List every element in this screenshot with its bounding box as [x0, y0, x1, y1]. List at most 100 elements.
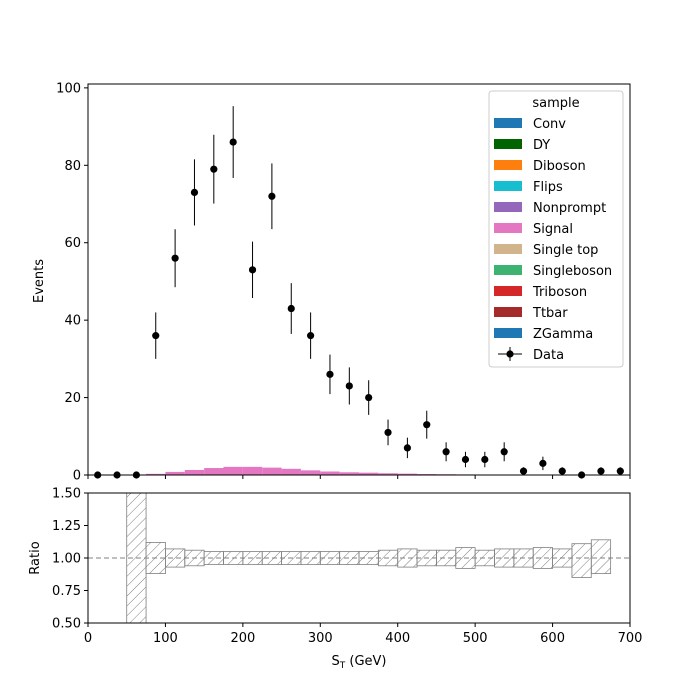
legend-title: sample [532, 96, 579, 111]
y-tick-label: 60 [64, 236, 81, 251]
legend: sample Conv DY Diboson Flips Nonprompt Signal… [488, 90, 624, 368]
main-x-ticks [87, 475, 631, 479]
y-tick-label: 20 [64, 391, 81, 406]
data-point [326, 370, 334, 378]
x-tick-label: 700 [618, 631, 643, 646]
legend-label: Singleboson [533, 264, 612, 279]
ratio-y-axis-label: Ratio [28, 541, 43, 574]
ratio-y-tick-label: 1.25 [52, 519, 81, 534]
legend-swatch [494, 244, 522, 254]
signal-bar [281, 468, 301, 475]
y-tick-label: 0 [73, 469, 81, 484]
x-tick-label: 400 [385, 631, 410, 646]
data-points [94, 106, 624, 479]
legend-label: Signal [533, 222, 573, 237]
legend-swatch [494, 181, 522, 191]
x-tick-label: 100 [153, 631, 178, 646]
data-point [190, 188, 199, 196]
ratio-x-ticks: 0 100 200 300 400 500 600 700 [84, 623, 643, 646]
legend-swatch [494, 118, 522, 128]
signal-bar [320, 471, 340, 475]
signal-bar [378, 473, 398, 475]
legend-label: Flips [533, 180, 563, 195]
ratio-band-bin [300, 551, 321, 565]
data-point [558, 467, 566, 475]
data-point [597, 467, 605, 475]
legend-swatch [494, 202, 522, 212]
data-point [345, 382, 353, 390]
x-tick-label: 200 [230, 631, 255, 646]
ratio-band-bin [590, 539, 612, 574]
legend-swatch [494, 139, 522, 149]
ratio-band-bin [571, 543, 592, 578]
data-point [423, 421, 431, 429]
ratio-y-tick-label: 0.50 [52, 617, 81, 632]
x-axis-label: ST (GeV) [331, 654, 386, 671]
data-point [403, 444, 411, 452]
legend-swatch [494, 307, 522, 317]
data-point [481, 455, 489, 464]
legend-label: Single top [533, 243, 598, 258]
signal-bar [204, 468, 224, 475]
y-tick-label: 80 [64, 159, 81, 174]
data-point [210, 165, 218, 173]
data-point [229, 138, 237, 146]
signal-bar [359, 472, 379, 475]
signal-bar [165, 471, 185, 475]
main-y-ticks: 0 20 40 60 80 100 [56, 81, 88, 484]
legend-label: Ttbar [532, 306, 568, 321]
ratio-panel: 0.50 0.75 1.00 1.25 1.50 0 100 200 300 400 500 600… [28, 487, 643, 672]
legend-label: Conv [533, 117, 566, 132]
data-point [268, 192, 276, 200]
data-point [171, 254, 179, 262]
signal-bar [242, 466, 263, 475]
y-tick-label: 40 [64, 314, 81, 329]
data-point [287, 304, 295, 313]
signal-bar [223, 466, 243, 475]
data-point [384, 428, 392, 437]
ratio-y-tick-label: 1.00 [52, 552, 81, 567]
ratio-plot-frame [87, 492, 631, 624]
legend-label: ZGamma [533, 327, 593, 342]
data-point [307, 332, 315, 340]
legend-marker-data [506, 350, 514, 358]
x-tick-label: 500 [463, 631, 488, 646]
data-point [616, 467, 624, 475]
ratio-y-tick-label: 1.50 [52, 487, 81, 502]
signal-histogram [146, 466, 611, 475]
x-tick-label: 600 [540, 631, 565, 646]
data-point [461, 455, 470, 464]
legend-label: Nonprompt [533, 201, 606, 216]
signal-bar [397, 473, 418, 475]
y-tick-label: 100 [56, 81, 81, 96]
signal-bar [300, 470, 321, 475]
legend-swatch [494, 160, 522, 170]
signal-bar [184, 469, 205, 475]
main-y-axis-label: Events [32, 259, 47, 303]
data-point [442, 448, 450, 456]
legend-swatch [494, 223, 522, 233]
main-plot-frame [87, 83, 631, 476]
ratio-band-bin [126, 493, 147, 623]
legend-label: Triboson [532, 285, 587, 300]
main-panel: 0 20 40 60 80 100 Events sample Conv DY Diboson… [32, 81, 631, 484]
data-point [500, 448, 508, 456]
signal-bar [262, 467, 282, 475]
data-point [539, 459, 547, 467]
legend-swatch [494, 286, 522, 296]
signal-bar [146, 473, 166, 475]
legend-frame [488, 90, 624, 368]
data-point [365, 393, 373, 402]
data-point [152, 332, 160, 340]
x-tick-label: 300 [308, 631, 333, 646]
ratio-y-tick-label: 0.75 [52, 584, 81, 599]
signal-bar [339, 472, 359, 475]
legend-label: DY [533, 138, 550, 153]
legend-swatch [494, 328, 522, 338]
data-point [248, 266, 257, 274]
legend-label: Diboson [533, 159, 586, 174]
legend-swatch [494, 265, 522, 275]
data-point [519, 467, 528, 475]
x-tick-label: 0 [84, 631, 92, 646]
